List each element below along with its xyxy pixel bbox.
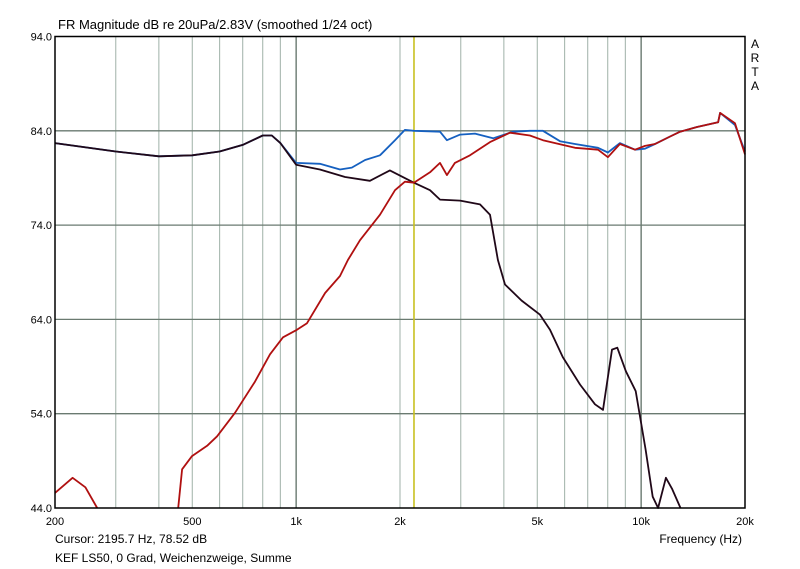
series-line-tieftner	[54, 134, 682, 509]
plot-border	[54, 35, 746, 509]
y-tick-label: 74.0	[31, 220, 52, 232]
watermark-letter: R	[751, 51, 760, 65]
x-axis-label: Frequency (Hz)	[659, 532, 742, 546]
cursor-readout: Cursor: 2195.7 Hz, 78.52 dB	[55, 532, 208, 546]
watermark-letter: A	[751, 37, 759, 51]
x-tick-label: 500	[183, 516, 201, 528]
y-tick-label: 54.0	[31, 409, 52, 421]
x-tick-label: 10k	[632, 516, 650, 528]
series-group	[54, 112, 746, 509]
x-tick-labels: 200 500 1k 2k 5k 10k 20k	[46, 516, 755, 528]
y-tick-labels: 94.0 84.0 74.0 64.0 54.0 44.0	[31, 32, 52, 516]
y-tick-label: 44.0	[31, 503, 52, 515]
chart-title: FR Magnitude dB re 20uPa/2.83V (smoothed…	[58, 17, 372, 32]
x-tick-label: 1k	[290, 516, 302, 528]
y-tick-label: 84.0	[31, 126, 52, 138]
series-line-hochtner	[54, 112, 746, 509]
x-tick-label: 5k	[531, 516, 543, 528]
watermark-letter: T	[751, 65, 759, 79]
grid	[55, 36, 745, 508]
x-tick-label: 20k	[736, 516, 754, 528]
chart-caption: KEF LS50, 0 Grad, Weichenzweige, Summe	[55, 551, 292, 565]
y-tick-label: 94.0	[31, 32, 52, 44]
x-tick-label: 2k	[394, 516, 406, 528]
y-tick-label: 64.0	[31, 314, 52, 326]
x-tick-label: 200	[46, 516, 64, 528]
watermark-letter: A	[751, 79, 759, 93]
